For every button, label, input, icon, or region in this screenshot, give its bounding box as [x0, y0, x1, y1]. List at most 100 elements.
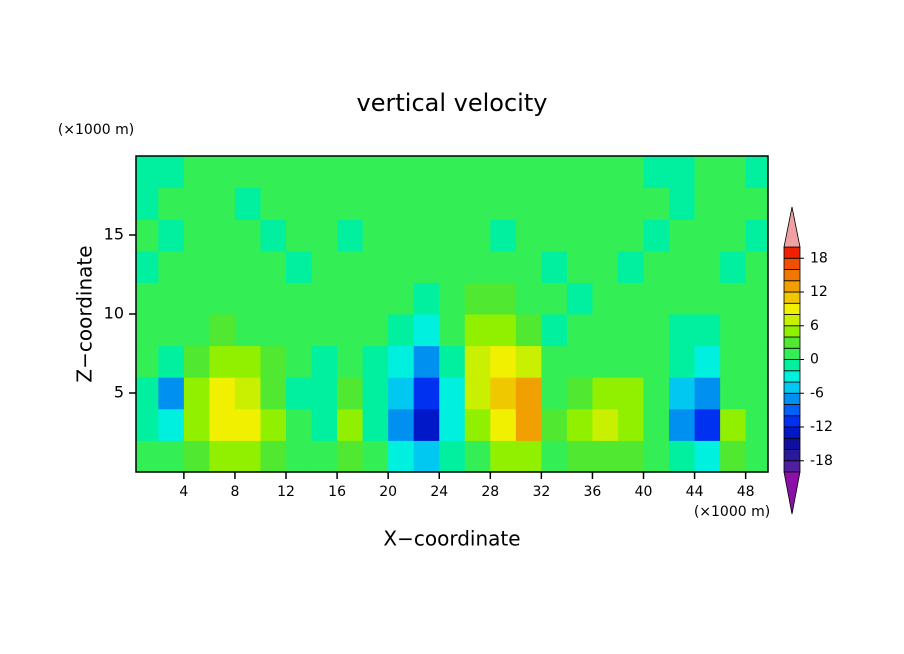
colorbar-box: [783, 460, 801, 473]
cell: [515, 282, 542, 315]
cell: [592, 408, 619, 441]
cell: [362, 282, 389, 315]
cell: [183, 282, 210, 315]
cell: [541, 187, 568, 220]
cell: [464, 282, 491, 315]
cell: [617, 314, 645, 347]
cell: [464, 345, 491, 378]
cell: [209, 345, 236, 378]
cell: [617, 156, 645, 189]
cell: [669, 187, 696, 220]
cell: [286, 377, 313, 410]
cell: [720, 408, 747, 441]
cell: [209, 408, 236, 441]
cell: [617, 187, 645, 220]
cell: [209, 187, 236, 220]
cell: [311, 219, 338, 252]
cell: [617, 377, 645, 410]
cell: [720, 250, 747, 283]
cell: [234, 156, 261, 189]
cell: [158, 408, 185, 441]
cell: [286, 219, 313, 252]
cell: [136, 314, 159, 347]
cell: [566, 440, 593, 473]
cell: [209, 250, 236, 283]
cell: [617, 345, 645, 378]
cell: [260, 377, 287, 410]
cell: [745, 408, 769, 441]
cell: [566, 314, 593, 347]
cell: [362, 345, 389, 378]
cell: [515, 408, 542, 441]
colorbar-box: [783, 280, 801, 293]
cell: [592, 250, 619, 283]
cell: [136, 156, 159, 189]
cell: [745, 282, 769, 315]
cell: [388, 345, 415, 378]
cell: [183, 408, 210, 441]
colorbar-label: -6: [810, 385, 824, 401]
cell: [311, 187, 338, 220]
colorbar-box: [783, 426, 801, 439]
colorbar-label: -12: [810, 419, 833, 435]
colorbar-box: [783, 381, 801, 394]
cell: [286, 440, 313, 473]
cell: [136, 440, 159, 473]
cell: [720, 219, 747, 252]
x-tick-label: 16: [328, 484, 346, 500]
cell: [617, 440, 645, 473]
cell: [592, 187, 619, 220]
cell: [362, 440, 389, 473]
cell: [720, 345, 747, 378]
cell: [362, 250, 389, 283]
cell: [541, 314, 568, 347]
cell: [490, 314, 517, 347]
cell: [694, 282, 721, 315]
cell: [388, 408, 415, 441]
cell: [183, 345, 210, 378]
cell: [337, 314, 364, 347]
cell: [720, 187, 747, 220]
y-axis-label: Z−coordinate: [73, 245, 97, 382]
chart-title: vertical velocity: [357, 89, 548, 117]
colorbar-box: [783, 325, 801, 338]
cell: [541, 440, 568, 473]
cell: [643, 345, 670, 378]
cell: [260, 156, 287, 189]
y-unit: (×1000 m): [58, 122, 134, 138]
x-tick-label: 36: [584, 484, 602, 500]
cell: [183, 219, 210, 252]
cell: [362, 219, 389, 252]
cell: [209, 219, 236, 252]
cell: [643, 408, 670, 441]
cell: [745, 156, 769, 189]
cell: [183, 250, 210, 283]
cell: [515, 187, 542, 220]
cell: [541, 408, 568, 441]
cell: [311, 377, 338, 410]
cell: [337, 345, 364, 378]
x-tick-label: 28: [481, 484, 499, 500]
cell: [694, 219, 721, 252]
cell: [490, 345, 517, 378]
cell: [311, 345, 338, 378]
cell: [337, 187, 364, 220]
cell: [234, 187, 261, 220]
cell: [694, 408, 721, 441]
cell: [136, 377, 159, 410]
cell: [413, 408, 440, 441]
cell: [286, 314, 313, 347]
x-tick-label: 48: [737, 484, 755, 500]
cell: [136, 408, 159, 441]
cell: [745, 219, 769, 252]
field: [136, 156, 769, 473]
cell: [515, 377, 542, 410]
cell: [515, 345, 542, 378]
cell: [260, 440, 287, 473]
cell: [439, 314, 466, 347]
cell: [158, 219, 185, 252]
cell: [311, 408, 338, 441]
cell: [439, 408, 466, 441]
colorbar-box: [783, 336, 801, 349]
